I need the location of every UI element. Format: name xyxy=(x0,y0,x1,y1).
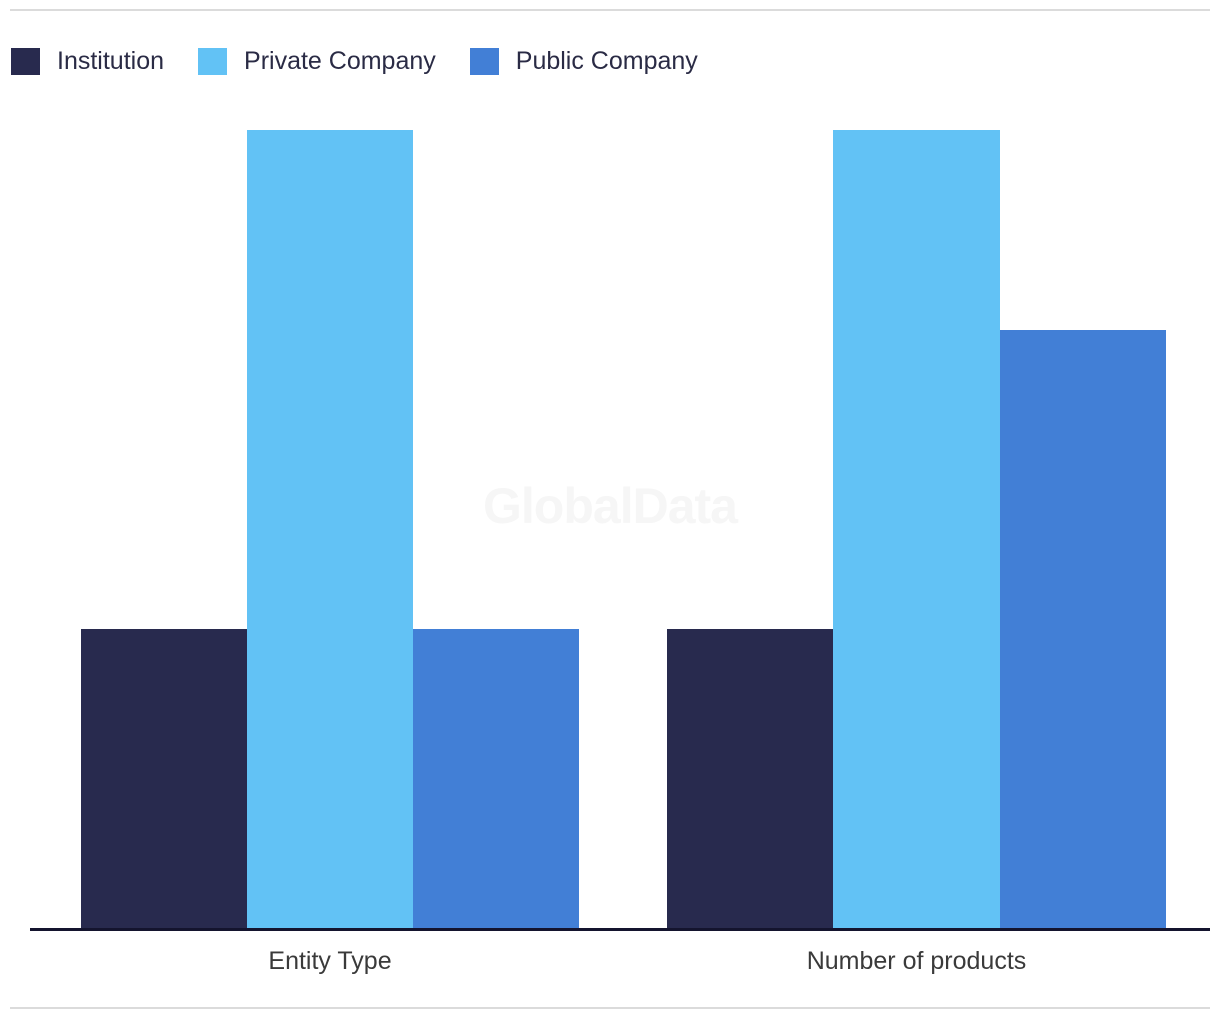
bar-public-company-number-of-products[interactable] xyxy=(999,330,1166,929)
bottom-divider xyxy=(10,1007,1210,1009)
x-axis-line xyxy=(30,928,1210,931)
legend-item-private-company[interactable]: Private Company xyxy=(198,48,436,75)
top-divider xyxy=(10,9,1210,11)
bar-private-company-number-of-products[interactable] xyxy=(833,130,1000,929)
bar-institution-entity-type[interactable] xyxy=(81,629,247,929)
category-label-number-of-products: Number of products xyxy=(806,947,1027,975)
legend-label: Institution xyxy=(57,47,165,75)
legend-label: Private Company xyxy=(244,47,436,75)
legend: Institution Private Company Public Company xyxy=(11,48,698,75)
bar-public-company-entity-type[interactable] xyxy=(413,629,579,929)
bar-group-entity-type xyxy=(81,130,579,929)
legend-label: Public Company xyxy=(515,47,698,75)
private-company-swatch xyxy=(198,48,228,75)
public-company-swatch xyxy=(469,48,499,75)
bar-institution-number-of-products[interactable] xyxy=(667,629,834,929)
bar-private-company-entity-type[interactable] xyxy=(247,130,413,929)
legend-item-institution[interactable]: Institution xyxy=(11,48,164,75)
institution-swatch xyxy=(11,48,40,75)
category-label-entity-type: Entity Type xyxy=(268,947,392,975)
bar-group-number-of-products xyxy=(667,130,1166,929)
legend-item-public-company[interactable]: Public Company xyxy=(469,47,698,75)
